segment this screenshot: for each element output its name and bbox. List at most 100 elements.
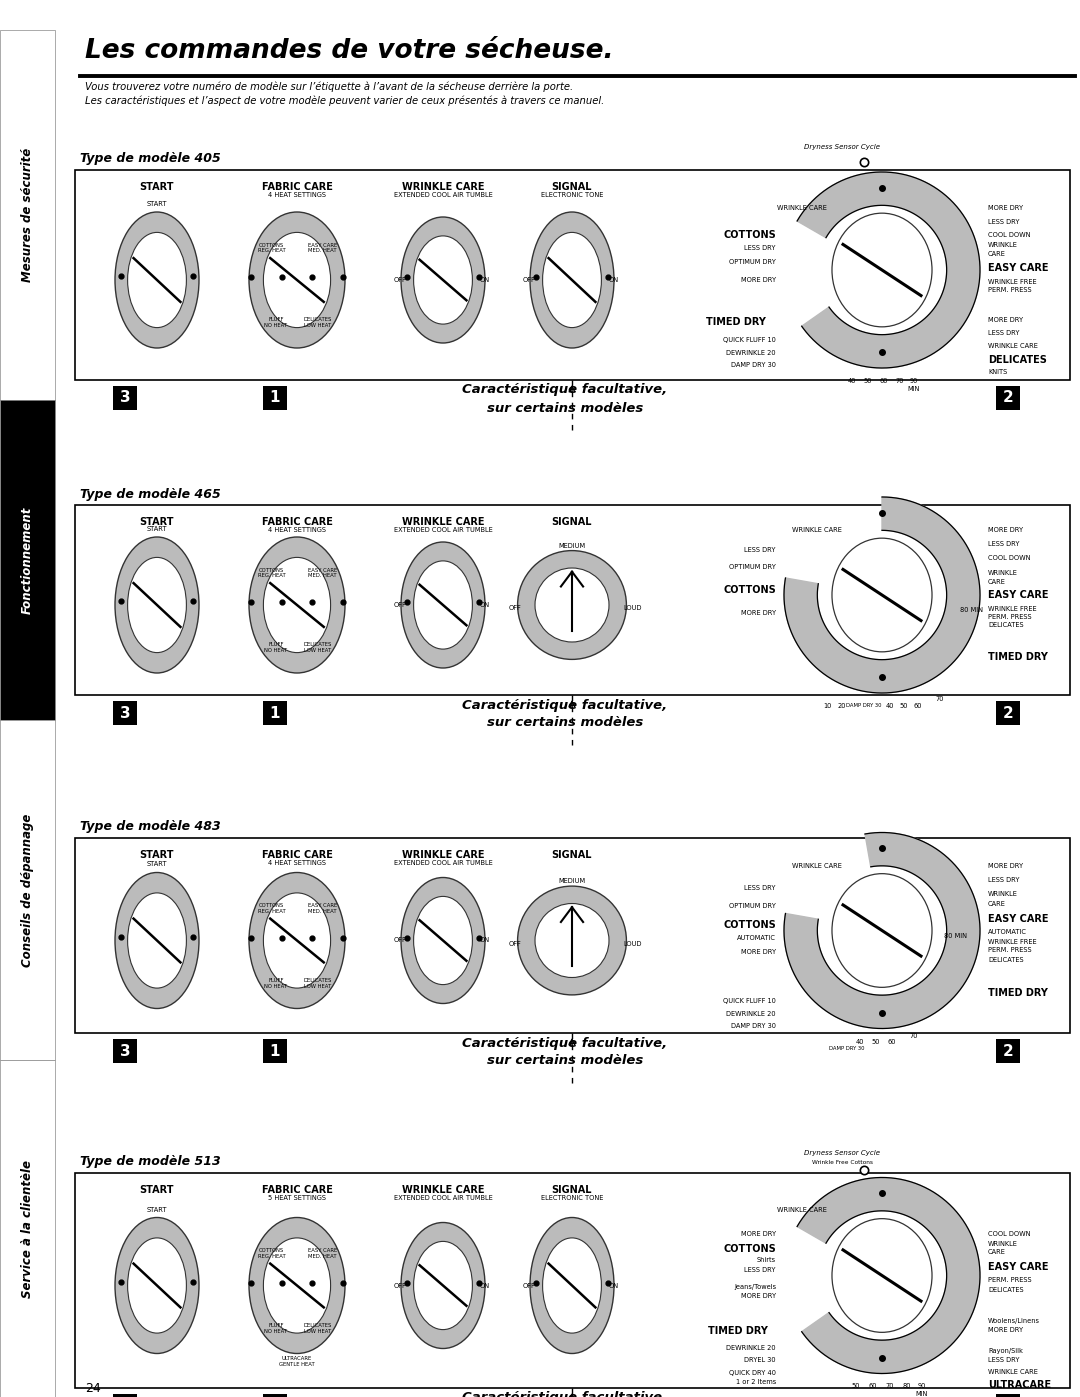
Text: MIN: MIN <box>916 1391 928 1397</box>
Ellipse shape <box>542 1238 602 1333</box>
Text: 60: 60 <box>868 1383 877 1390</box>
Text: OPTIMUM DRY: OPTIMUM DRY <box>729 564 777 570</box>
Text: 60: 60 <box>914 703 922 710</box>
Text: QUICK DRY 40: QUICK DRY 40 <box>729 1369 777 1376</box>
Text: QUICK FLUFF 10: QUICK FLUFF 10 <box>724 997 777 1003</box>
Bar <box>264 1394 287 1397</box>
Text: COTTONS: COTTONS <box>724 921 777 930</box>
Text: LESS DRY: LESS DRY <box>988 219 1020 225</box>
Text: sur certains modèles: sur certains modèles <box>487 1055 643 1067</box>
Text: EASY CARE
MED. HEAT: EASY CARE MED. HEAT <box>308 567 337 578</box>
Text: FABRIC CARE: FABRIC CARE <box>261 1185 333 1194</box>
Bar <box>996 701 1020 725</box>
Text: OPTIMUM DRY: OPTIMUM DRY <box>729 258 777 265</box>
Text: START: START <box>147 1207 167 1213</box>
Text: TIMED DRY: TIMED DRY <box>706 317 766 327</box>
Text: MIN: MIN <box>908 386 920 393</box>
Polygon shape <box>797 1178 980 1373</box>
Text: SIGNAL: SIGNAL <box>552 1185 592 1194</box>
Text: DAMP DRY 30: DAMP DRY 30 <box>731 1023 777 1028</box>
Text: TIMED DRY: TIMED DRY <box>988 652 1048 662</box>
Text: FABRIC CARE: FABRIC CARE <box>261 849 333 861</box>
Text: 70: 70 <box>935 696 944 703</box>
Text: WRINKLE CARE: WRINKLE CARE <box>778 1207 827 1214</box>
Ellipse shape <box>401 217 485 344</box>
Ellipse shape <box>264 232 330 328</box>
Text: WRINKLE CARE: WRINKLE CARE <box>402 1185 484 1194</box>
Text: 2: 2 <box>1002 705 1013 721</box>
Ellipse shape <box>114 873 199 1009</box>
Text: 90: 90 <box>909 379 918 384</box>
Text: LESS DRY: LESS DRY <box>988 330 1020 337</box>
Text: sur certains modèles: sur certains modèles <box>487 717 643 729</box>
Text: LESS DRY: LESS DRY <box>744 886 777 891</box>
Text: 2: 2 <box>1002 1044 1013 1059</box>
Text: START: START <box>139 1185 174 1194</box>
Bar <box>75 170 1070 380</box>
Text: Type de modèle 405: Type de modèle 405 <box>80 152 220 165</box>
Ellipse shape <box>535 569 609 643</box>
Text: 2: 2 <box>1002 391 1013 405</box>
Text: FLUFF
NO HEAT: FLUFF NO HEAT <box>265 1323 287 1334</box>
Text: MORE DRY: MORE DRY <box>988 205 1023 211</box>
Text: LESS DRY: LESS DRY <box>744 548 777 553</box>
Ellipse shape <box>832 1218 932 1333</box>
Polygon shape <box>797 172 980 367</box>
Ellipse shape <box>832 873 932 988</box>
Text: OFF: OFF <box>393 602 406 608</box>
Text: Service à la clientèle: Service à la clientèle <box>21 1160 33 1298</box>
Text: WRINKLE: WRINKLE <box>988 891 1017 897</box>
Bar <box>113 386 137 409</box>
Ellipse shape <box>535 904 609 978</box>
Text: Caractéristique facultative,: Caractéristique facultative, <box>462 698 667 711</box>
Text: ON: ON <box>609 1282 619 1288</box>
Text: ELECTRONIC TONE: ELECTRONIC TONE <box>541 191 604 198</box>
Text: EASY CARE: EASY CARE <box>988 590 1049 599</box>
Text: MEDIUM: MEDIUM <box>558 543 585 549</box>
Text: Caractéristique facultative,: Caractéristique facultative, <box>462 384 667 397</box>
Text: 1: 1 <box>270 391 280 405</box>
Text: TIMED DRY: TIMED DRY <box>988 988 1048 997</box>
Text: START: START <box>139 849 174 861</box>
Text: QUICK FLUFF 10: QUICK FLUFF 10 <box>724 337 777 344</box>
Text: Dryness Sensor Cycle: Dryness Sensor Cycle <box>804 1150 880 1155</box>
Text: OFF: OFF <box>523 277 535 284</box>
Text: OFF: OFF <box>509 940 521 947</box>
Text: DELICATES: DELICATES <box>988 957 1024 963</box>
Text: WRINKLE CARE: WRINKLE CARE <box>778 205 827 211</box>
Ellipse shape <box>249 873 345 1009</box>
Text: AUTOMATIC: AUTOMATIC <box>737 936 777 942</box>
Text: 1: 1 <box>270 705 280 721</box>
Text: MORE DRY: MORE DRY <box>741 950 777 956</box>
Text: WRINKLE CARE: WRINKLE CARE <box>402 517 484 527</box>
Text: OFF: OFF <box>393 277 406 284</box>
Text: Type de modèle 513: Type de modèle 513 <box>80 1155 220 1168</box>
Text: CARE: CARE <box>988 578 1005 585</box>
Ellipse shape <box>114 1218 199 1354</box>
Text: EXTENDED COOL AIR TUMBLE: EXTENDED COOL AIR TUMBLE <box>393 861 492 866</box>
Text: EASY CARE
MED. HEAT: EASY CARE MED. HEAT <box>308 902 337 914</box>
Text: Woolens/Linens: Woolens/Linens <box>988 1317 1040 1323</box>
Text: DEWRINKLE 20: DEWRINKLE 20 <box>727 1010 777 1017</box>
Text: Les commandes de votre sécheuse.: Les commandes de votre sécheuse. <box>85 38 613 64</box>
Text: MORE DRY: MORE DRY <box>988 527 1023 534</box>
Text: ULTRACARE
GENTLE HEAT: ULTRACARE GENTLE HEAT <box>279 1356 315 1368</box>
Ellipse shape <box>127 557 187 652</box>
Text: Vous trouverez votre numéro de modèle sur l’étiquette à l’avant de la sécheuse d: Vous trouverez votre numéro de modèle su… <box>85 82 573 92</box>
Bar <box>996 1394 1020 1397</box>
Text: MORE DRY: MORE DRY <box>741 610 777 616</box>
Text: SIGNAL: SIGNAL <box>552 849 592 861</box>
Text: COTTONS
REG. HEAT: COTTONS REG. HEAT <box>258 243 286 253</box>
Text: Rayon/Silk: Rayon/Silk <box>988 1348 1023 1354</box>
Text: EASY CARE: EASY CARE <box>988 1263 1049 1273</box>
Text: WRINKLE CARE: WRINKLE CARE <box>402 182 484 191</box>
Text: DAMP DRY 30: DAMP DRY 30 <box>731 362 777 367</box>
Text: 40: 40 <box>855 1038 864 1045</box>
Text: DELICATES
LOW HEAT: DELICATES LOW HEAT <box>303 643 333 654</box>
Text: START: START <box>147 862 167 868</box>
Text: Mesures de sécurité: Mesures de sécurité <box>21 148 33 282</box>
Ellipse shape <box>249 536 345 673</box>
Bar <box>996 1039 1020 1063</box>
Text: OFF: OFF <box>393 1282 406 1288</box>
Text: WRINKLE CARE: WRINKLE CARE <box>792 527 842 534</box>
